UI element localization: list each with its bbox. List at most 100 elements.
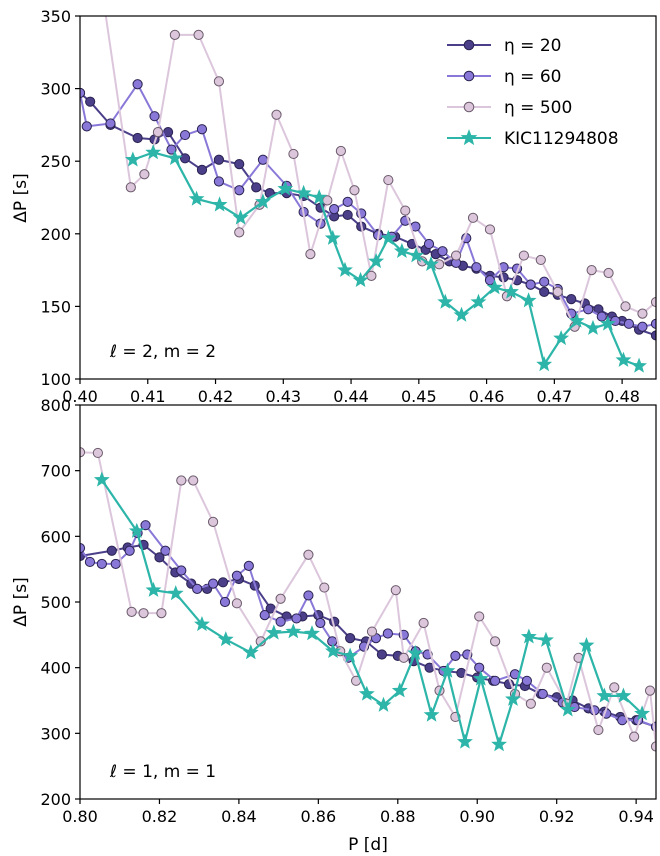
top--20-point — [196, 164, 208, 176]
legend-item: η = 20 — [447, 36, 561, 56]
bottom-kic11294808-star-point — [285, 623, 302, 639]
top--500-point — [305, 249, 316, 260]
bottom--20-point — [106, 545, 117, 556]
legend-circle-marker — [463, 39, 475, 51]
bottom--60-point — [291, 613, 302, 624]
legend-label: η = 500 — [504, 98, 572, 118]
bottom-x-tick-label: 0.88 — [380, 807, 416, 826]
bottom-y-tick-label: 200 — [40, 790, 71, 809]
bottom-x-tick-label: 0.84 — [221, 807, 257, 826]
bottom-y-axis-label: ΔP [s] — [11, 577, 31, 626]
top--500-point — [467, 212, 479, 223]
bottom--60-point — [192, 583, 203, 594]
bottom--60-point — [521, 675, 532, 686]
bottom-kic11294808-star-point — [634, 705, 651, 721]
bottom--500-point — [156, 608, 167, 619]
top-y-axis-label: ΔP [s] — [11, 173, 31, 222]
bottom-kic11294808-star-point — [167, 585, 184, 601]
bottom-panel: 0.80 0.82 0.84 0.86 0.88 0.90 0.92 0.94 200 300 40… — [11, 396, 657, 855]
top--500-point — [349, 185, 360, 196]
top-x-tick-label: 0.40 — [62, 387, 98, 406]
top--500-point — [271, 109, 282, 120]
top-kic11294808-star-point — [311, 189, 328, 205]
bottom-x-tick-label: 0.82 — [142, 807, 178, 826]
top-y-tick-label: 150 — [40, 297, 71, 316]
top--500-point — [535, 254, 546, 266]
bottom-kic11294808-star-point — [456, 733, 473, 749]
bottom--500-point — [366, 626, 378, 637]
bottom-kic11294808-star-point — [538, 631, 554, 647]
bottom-kic11294808-star-point — [342, 647, 359, 663]
top--500-point — [434, 259, 445, 270]
bottom--500-point — [609, 682, 620, 693]
bottom--500-point — [231, 598, 243, 609]
top-y-tick-label: 100 — [40, 370, 71, 389]
bottom--500-point — [629, 731, 640, 742]
top--500-point — [450, 250, 462, 261]
bottom--500-point — [390, 585, 401, 596]
top--60-point — [213, 176, 225, 187]
top-x-tick-label: 0.44 — [333, 387, 369, 406]
top-kic11294808-star-point — [536, 356, 553, 372]
top--60-point — [329, 204, 340, 215]
bottom--500-point — [303, 549, 314, 560]
top--60-point — [105, 118, 116, 129]
top--500-point — [650, 296, 656, 308]
bottom--60-point — [490, 675, 501, 686]
top--20-point — [539, 286, 550, 297]
bottom--60-point — [140, 520, 151, 531]
top--20-point — [179, 153, 191, 164]
top--60-point — [423, 238, 435, 250]
bottom--500-point — [644, 685, 656, 696]
top--500-point — [169, 29, 180, 40]
bottom-x-tick-label: 0.94 — [618, 807, 654, 826]
top--20-point — [650, 330, 656, 341]
legend-label: KIC11294808 — [504, 129, 619, 149]
bottom-x-axis-label: P [d] — [348, 835, 388, 855]
bottom--20-point — [217, 577, 229, 588]
top-x-tick-label: 0.43 — [265, 387, 301, 406]
bottom--500-point — [650, 741, 656, 752]
bottom--60-point — [96, 558, 107, 570]
top--60-point — [437, 246, 448, 257]
top-kic11294808-star-point — [145, 144, 162, 160]
top--500-point — [99, 0, 108, 6]
top-kic11294808-star-point — [486, 279, 503, 295]
bottom-series--500 — [80, 447, 656, 752]
bottom--500-point — [207, 516, 219, 527]
top--500-point — [234, 227, 245, 238]
top-kic11294808-star-point — [423, 255, 439, 272]
top-kic11294808-star-point — [295, 184, 312, 200]
bottom--60-point — [231, 570, 243, 581]
top--60-point — [539, 276, 550, 287]
bottom--60-point — [84, 556, 96, 568]
bottom--60-point — [327, 636, 338, 647]
bottom--500-point — [418, 617, 429, 629]
top-y-tick-label: 250 — [40, 152, 71, 171]
top-kic11294808-star-point — [599, 315, 616, 331]
top-x-tick-label: 0.42 — [198, 387, 234, 406]
bottom--20-point — [376, 649, 388, 660]
top-x-tick-label: 0.48 — [604, 387, 640, 406]
top--60-point — [596, 311, 607, 322]
top-x-tick-label: 0.45 — [401, 387, 437, 406]
top--500-point — [288, 148, 299, 160]
bottom--500-point — [319, 582, 330, 593]
top-kic11294808-star-point — [232, 209, 249, 225]
bottom--500-point — [138, 608, 149, 619]
bottom--500-point — [398, 652, 409, 663]
bottom-kic11294808-star-point — [242, 644, 259, 660]
top--60-point — [166, 144, 177, 155]
bottom-kic11294808-star-point — [93, 471, 110, 487]
top--500-point — [552, 286, 563, 297]
bottom-kic11294808-star-point — [407, 644, 424, 660]
bottom--500-point — [490, 636, 501, 647]
top-series-kic11294808 — [124, 144, 647, 373]
top-kic11294808-star-point — [188, 190, 205, 206]
top-plot-frame — [79, 15, 657, 380]
top-kic11294808-star-point — [166, 149, 183, 166]
bottom-kic11294808-star-point — [596, 687, 613, 703]
top--500-point — [139, 169, 150, 180]
bottom-kic11294808-star-point — [423, 706, 440, 722]
